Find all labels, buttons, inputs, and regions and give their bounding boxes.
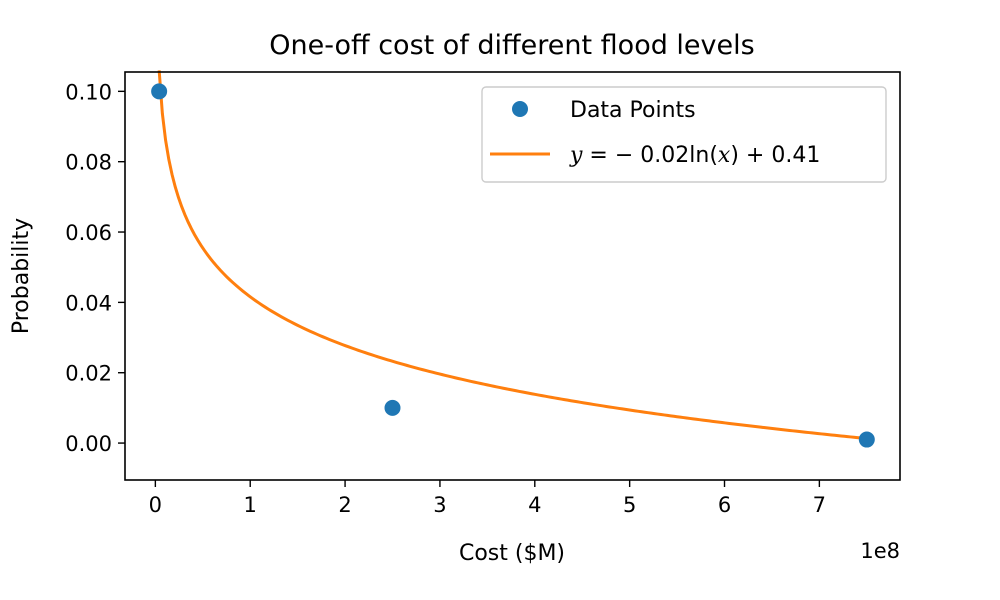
x-tick-label: 5: [623, 493, 636, 517]
y-tick-label: 0.02: [65, 362, 112, 386]
y-tick-label: 0.06: [65, 221, 112, 245]
y-tick-label: 0.04: [65, 291, 112, 315]
x-tick-label: 6: [718, 493, 731, 517]
data-point: [858, 431, 875, 448]
data-point: [384, 399, 401, 416]
y-tick-label: 0.08: [65, 151, 112, 175]
x-tick-label: 0: [149, 493, 162, 517]
legend-label-data-points: Data Points: [570, 98, 696, 123]
x-tick-label: 1: [244, 493, 257, 517]
series-line-fit: [157, 70, 867, 441]
legend: Data Points y = − 0.02ln(x) + 0.41: [481, 86, 887, 183]
x-tick-label: 4: [528, 493, 541, 517]
y-tick-label: 0.00: [65, 432, 112, 456]
y-tick-label: 0.10: [65, 80, 112, 104]
x-tick-label: 7: [813, 493, 826, 517]
x-axis-label: Cost ($M): [459, 541, 565, 566]
x-tick-label: 2: [338, 493, 351, 517]
x-axis-offset-label: 1e8: [860, 539, 900, 563]
legend-box: [481, 86, 887, 183]
data-point: [151, 83, 168, 100]
x-axis: 0 1 2 3 4 5 6 7: [149, 480, 826, 517]
x-tick-label: 3: [433, 493, 446, 517]
legend-label-fit-line: y = − 0.02ln(x) + 0.41: [569, 143, 820, 168]
y-axis-label: Probability: [9, 218, 34, 334]
y-axis: 0.00 0.02 0.04 0.06 0.08 0.10: [65, 80, 125, 456]
chart-title: One-off cost of different flood levels: [269, 30, 754, 61]
plot-area: [151, 70, 875, 448]
plot-frame: [124, 71, 901, 481]
legend-marker-data-points: [512, 101, 528, 117]
